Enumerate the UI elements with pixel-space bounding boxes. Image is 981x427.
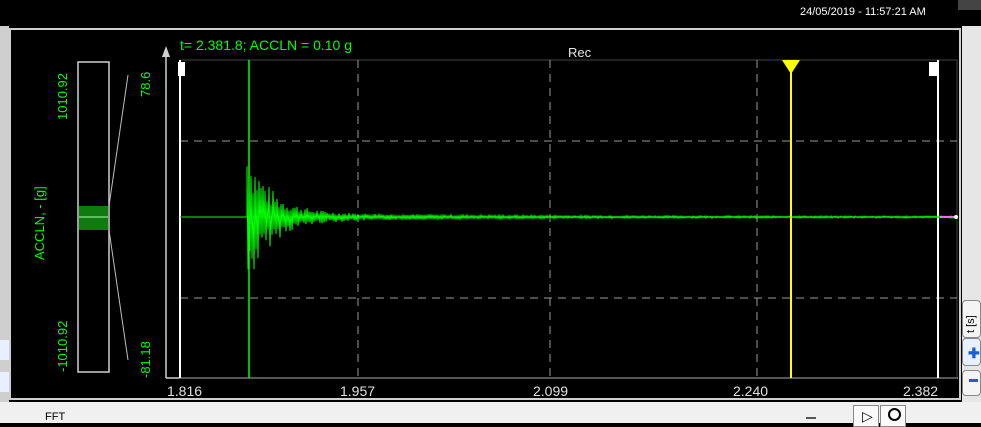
marker-left-handle[interactable] <box>178 62 185 76</box>
range-connector-top <box>108 74 129 207</box>
range-top-label: 1010.92 <box>55 73 70 120</box>
time-axis-label: t [s] <box>965 315 977 333</box>
marker-right-handle[interactable] <box>929 62 938 76</box>
window-tag <box>958 0 981 10</box>
scroll-indicator <box>806 417 816 419</box>
pointer-icon: ▷ <box>862 408 873 424</box>
left-plus-button[interactable] <box>0 340 9 360</box>
graph-title: Rec <box>568 45 592 60</box>
zoom-tool-button[interactable] <box>880 405 906 427</box>
time-axis-tab[interactable]: t [s] <box>962 300 981 338</box>
channel-label: ACCLN, - [g] <box>32 186 47 260</box>
range-connector-bottom <box>108 229 129 361</box>
datetime-display: 24/05/2019 - 11:57:21 AM <box>800 6 926 18</box>
x-tick-5: 2.382 <box>903 383 939 399</box>
x-tick-4: 2.240 <box>733 383 769 399</box>
left-edge <box>0 26 9 406</box>
bottom-bar <box>0 402 981 423</box>
plus-icon: ✚ <box>968 345 980 361</box>
range-window[interactable] <box>79 206 108 230</box>
minus-icon <box>969 379 978 382</box>
fft-tab[interactable]: FFT <box>45 411 66 423</box>
y-axis-arrow <box>162 46 170 57</box>
y-tick-bottom: -81.18 <box>138 341 153 378</box>
zoom-out-button[interactable] <box>962 370 981 396</box>
x-tick-1: 1.816 <box>167 383 203 399</box>
range-bottom-label: -1010.92 <box>55 320 70 372</box>
waveform-trace <box>182 166 956 270</box>
x-tick-2: 1.957 <box>340 383 376 399</box>
left-minus-button[interactable] <box>0 372 9 392</box>
cursor-readout: t= 2.381.8; ACCLN = 0.10 g <box>180 37 353 53</box>
range-bar[interactable] <box>77 61 110 373</box>
magnifier-icon <box>888 408 901 421</box>
end-point <box>954 215 958 219</box>
zoom-in-button[interactable]: ✚ <box>962 338 981 366</box>
x-tick-3: 2.099 <box>533 383 569 399</box>
cursor-handle[interactable] <box>782 60 800 74</box>
graph-panel <box>9 28 961 400</box>
pointer-tool-button[interactable]: ▷ <box>853 405 879 427</box>
y-tick-top: 78.6 <box>138 71 153 97</box>
top-strip <box>0 0 981 26</box>
